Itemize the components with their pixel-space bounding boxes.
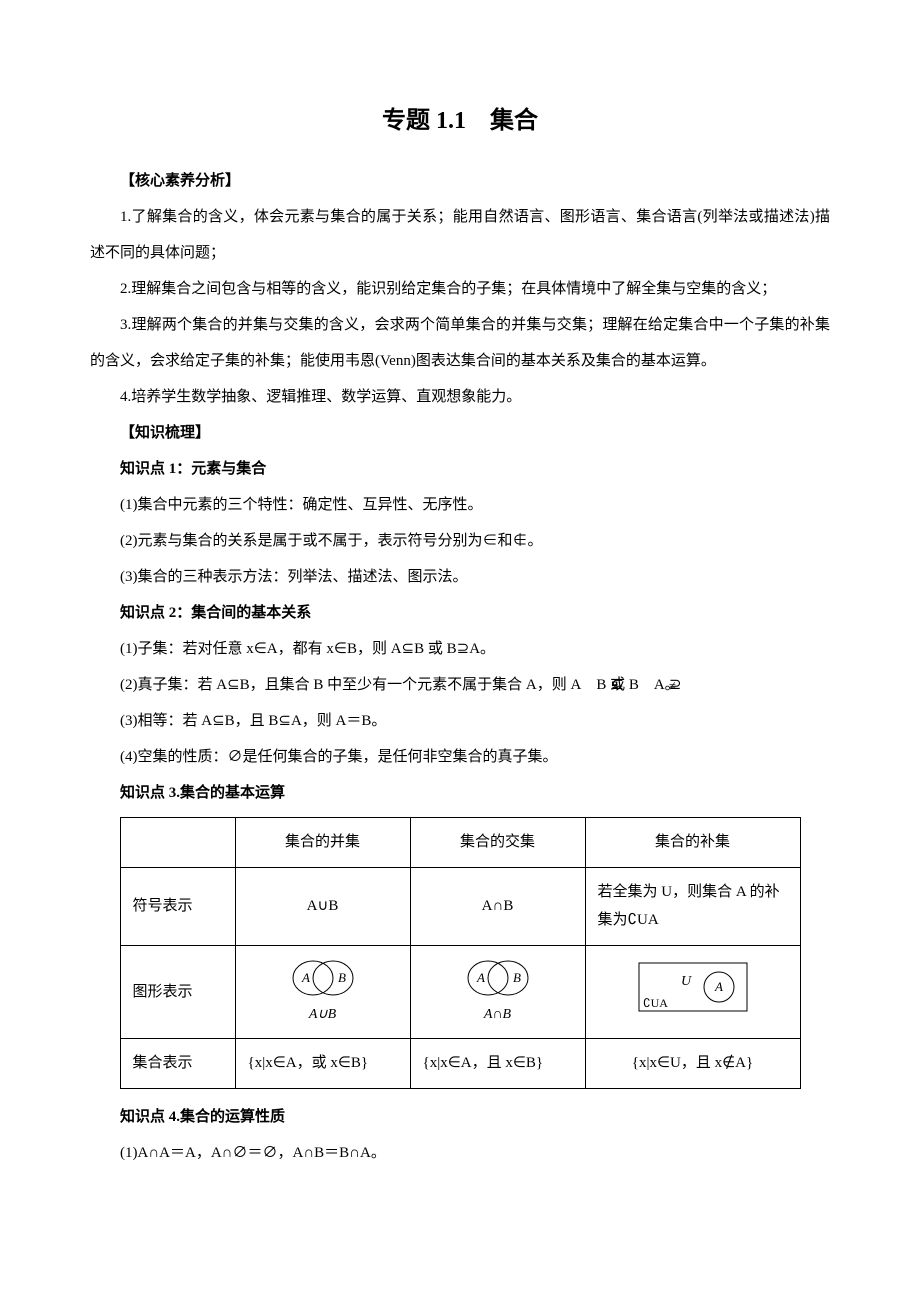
kp2-head: 知识点 2：集合间的基本关系 [90,595,830,631]
core-heading: 【核心素养分析】 [90,163,830,199]
td-set-label: 集合表示 [120,1039,235,1089]
th-blank [120,818,235,868]
kp2-proper-subset: (2)真子集：若 A⊆B，且集合 B 中至少有一个元素不属于集合 A，则 AB … [90,667,830,703]
venn-compl-wrap: U A ∁UA [633,957,753,1017]
kp2-subset: (1)子集：若对任意 x∈A，都有 x∈B，则 A⊆B 或 B⊇A。 [90,631,830,667]
table-row-diagram: 图形表示 A B A∪B A [120,945,800,1039]
kp1-head: 知识点 1：元素与集合 [90,451,830,487]
td-union-diagram: A B A∪B [235,945,410,1039]
kp1-item-1: (1)集合中元素的三个特性：确定性、互异性、无序性。 [90,487,830,523]
kp2-empty: (4)空集的性质：∅是任何集合的子集，是任何非空集合的真子集。 [90,739,830,775]
th-compl: 集合的补集 [585,818,800,868]
td-inter-set: {x|x∈A，且 x∈B} [410,1039,585,1089]
table-row-symbol: 符号表示 A∪B A∩B 若全集为 U，则集合 A 的补集为∁UA [120,867,800,945]
td-inter-sym: A∩B [410,867,585,945]
kp4-item-1: (1)A∩A＝A，A∩∅＝∅，A∩B＝B∩A。 [90,1135,830,1171]
page-title: 专题 1.1 集合 [90,100,830,135]
venn-union-icon: A B [280,956,366,1000]
td-union-sym: A∪B [235,867,410,945]
svg-text:A: A [301,970,310,985]
venn-union-wrap: A B A∪B [280,956,366,1029]
td-inter-diagram: A B A∩B [410,945,585,1039]
kp3-head: 知识点 3.集合的基本运算 [90,775,830,811]
knowledge-heading: 【知识梳理】 [90,415,830,451]
svg-text:B: B [513,970,521,985]
table-row-set: 集合表示 {x|x∈A，或 x∈B} {x|x∈A，且 x∈B} {x|x∈U，… [120,1039,800,1089]
kp4-head: 知识点 4.集合的运算性质 [90,1099,830,1135]
kp2-proper-pre: (2)真子集：若 A⊆B，且集合 B 中至少有一个元素不属于集合 A，则 A [120,677,581,693]
td-compl-sym: 若全集为 U，则集合 A 的补集为∁UA [585,867,800,945]
core-item-2: 2.理解集合之间包含与相等的含义，能识别给定集合的子集；在具体情境中了解全集与空… [90,271,830,307]
proper-supset-symbol [639,667,654,703]
svg-text:U: U [681,974,692,989]
venn-compl-icon: U A ∁UA [633,957,753,1017]
svg-text:A: A [476,970,485,985]
proper-subset-symbol [581,667,596,703]
th-union: 集合的并集 [235,818,410,868]
td-symbol-label: 符号表示 [120,867,235,945]
venn-inter-caption: A∩B [455,1002,541,1029]
set-operations-table: 集合的并集 集合的交集 集合的补集 符号表示 A∪B A∩B 若全集为 U，则集… [120,817,801,1089]
th-inter: 集合的交集 [410,818,585,868]
core-item-1: 1.了解集合的含义，体会元素与集合的属于关系；能用自然语言、图形语言、集合语言(… [90,199,830,271]
table-row-header: 集合的并集 集合的交集 集合的补集 [120,818,800,868]
venn-union-caption: A∪B [280,1002,366,1029]
svg-text:A: A [714,979,723,994]
kp2-equal: (3)相等：若 A⊆B，且 B⊆A，则 A＝B。 [90,703,830,739]
venn-inter-wrap: A B A∩B [455,956,541,1029]
kp1-item-3: (3)集合的三种表示方法：列举法、描述法、图示法。 [90,559,830,595]
svg-text:B: B [338,970,346,985]
td-compl-diagram: U A ∁UA [585,945,800,1039]
document-page: 专题 1.1 集合 【核心素养分析】 1.了解集合的含义，体会元素与集合的属于关… [0,0,920,1231]
venn-inter-icon: A B [455,956,541,1000]
core-item-4: 4.培养学生数学抽象、逻辑推理、数学运算、直观想象能力。 [90,379,830,415]
core-item-3: 3.理解两个集合的并集与交集的含义，会求两个简单集合的并集与交集；理解在给定集合… [90,307,830,379]
svg-text:∁UA: ∁UA [643,996,668,1010]
kp1-item-2: (2)元素与集合的关系是属于或不属于，表示符号分别为∈和∉。 [90,523,830,559]
td-diagram-label: 图形表示 [120,945,235,1039]
td-union-set: {x|x∈A，或 x∈B} [235,1039,410,1089]
td-compl-set: {x|x∈U，且 x∉A} [585,1039,800,1089]
